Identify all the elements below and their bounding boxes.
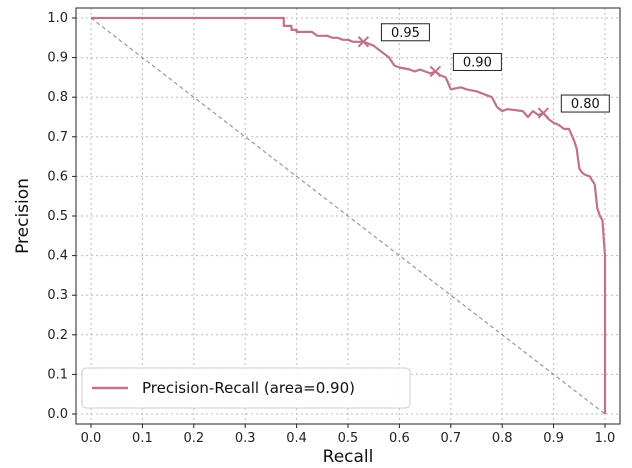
x-tick-label: 0.9 — [543, 431, 564, 446]
threshold-markers: 0.95 0.90 0.80 — [357, 23, 610, 119]
y-tick-label: 0.7 — [47, 130, 68, 145]
legend-label: Precision-Recall (area=0.90) — [142, 379, 355, 397]
legend: Precision-Recall (area=0.90) — [81, 367, 411, 409]
threshold-marker: 0.90 — [429, 52, 502, 78]
x-tick-label: 0.6 — [389, 431, 410, 446]
legend-box — [81, 367, 411, 409]
y-tick-label: 0.8 — [47, 90, 68, 105]
x-tick-label: 0.3 — [235, 431, 256, 446]
marker-x-stroke — [537, 107, 550, 119]
marker-x-stroke — [357, 36, 370, 48]
threshold-label: 0.95 — [391, 26, 420, 41]
x-tick-label: 0.1 — [132, 431, 153, 446]
x-tick-label: 0.8 — [492, 431, 513, 446]
y-tick-label: 0.6 — [47, 169, 68, 184]
threshold-marker: 0.80 — [537, 94, 610, 119]
y-tick-label: 0.4 — [47, 249, 68, 264]
y-tick-label: 0.3 — [47, 288, 68, 303]
y-tick-label: 0.9 — [47, 51, 68, 66]
y-tick-label: 0.5 — [47, 209, 68, 224]
x-tick-label: 0.0 — [81, 431, 102, 446]
y-tick-label: 1.0 — [47, 11, 68, 26]
x-tick-label: 0.2 — [183, 431, 204, 446]
y-tick-label: 0.1 — [47, 367, 68, 382]
threshold-label-box — [560, 94, 610, 113]
threshold-label: 0.90 — [463, 55, 492, 70]
chance-baseline — [90, 17, 606, 415]
marker-x-stroke — [429, 65, 442, 78]
threshold-marker: 0.95 — [357, 23, 430, 48]
x-axis-title: Recall — [323, 447, 374, 467]
pr-curve-line — [91, 16, 607, 414]
x-tick-label: 0.5 — [338, 431, 359, 446]
threshold-label-box — [380, 23, 430, 42]
y-axis-title: Precision — [13, 178, 33, 254]
threshold-label-box — [452, 52, 502, 71]
x-tick-label: 0.7 — [440, 431, 461, 446]
x-tick-label: 1.0 — [595, 431, 616, 446]
y-tick-label: 0.0 — [47, 407, 68, 422]
axis-ticks: 0.0 0.1 0.2 0.3 0.4 0.5 0.6 0.7 0.8 0.9 1.0 0.0 0.1 0… — [47, 11, 615, 446]
x-tick-label: 0.4 — [286, 431, 307, 446]
y-tick-label: 0.2 — [47, 328, 68, 343]
threshold-label: 0.80 — [571, 97, 600, 112]
